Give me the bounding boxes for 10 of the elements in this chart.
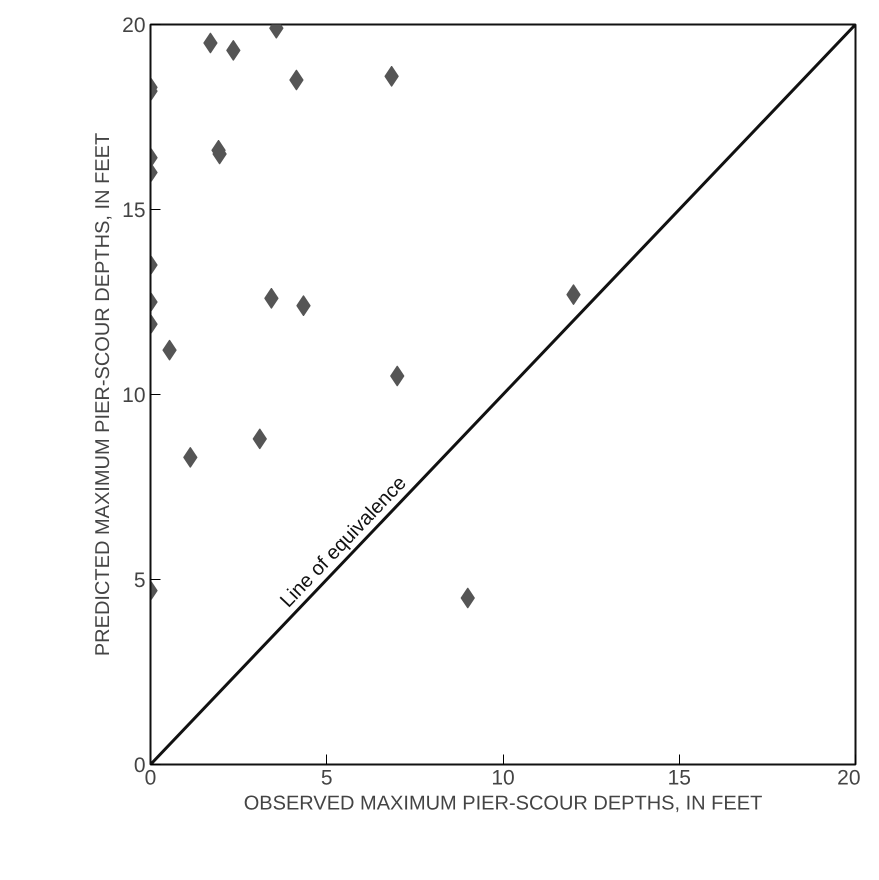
- x-axis-title: OBSERVED MAXIMUM PIER-SCOUR DEPTHS, IN FEET: [244, 792, 762, 814]
- y-tick-label: 20: [122, 14, 146, 37]
- x-tick-label: 5: [320, 766, 333, 790]
- x-tick-label: 15: [668, 766, 691, 790]
- y-tick-label: 10: [122, 384, 146, 407]
- y-tick-label: 15: [122, 199, 146, 222]
- y-axis-title: PREDICTED MAXIMUM PIER-SCOUR DEPTHS, IN FEET: [92, 132, 114, 656]
- x-tick-label: 10: [491, 766, 515, 790]
- y-tick-label: 5: [134, 569, 146, 592]
- x-tick-label: 20: [837, 766, 860, 790]
